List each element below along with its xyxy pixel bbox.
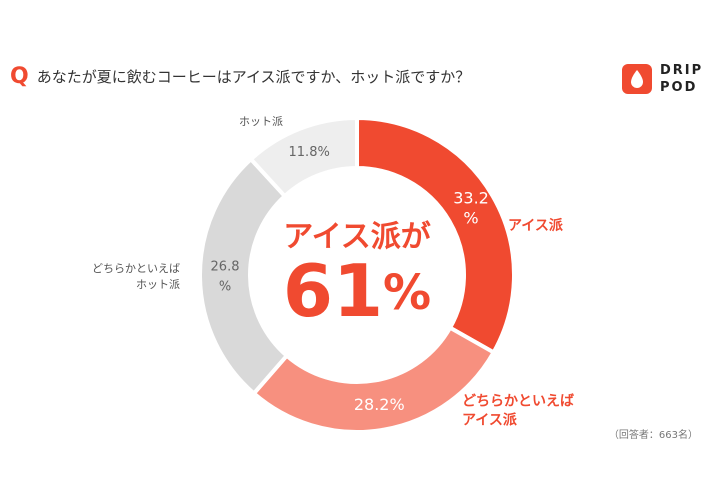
center-headline: アイス派が bbox=[283, 220, 431, 255]
logo-line-1: DRIP bbox=[660, 63, 704, 78]
slice-ice bbox=[355, 115, 516, 356]
value-label-leaning-hot: 26.8% bbox=[211, 259, 240, 294]
chart-title: あなたが夏に飲むコーヒーはアイス派ですか、ホット派ですか？ bbox=[36, 68, 471, 86]
category-label-leaning-ice: どちらかといえばアイス派 bbox=[462, 394, 574, 429]
center-percentage: 61% bbox=[283, 249, 431, 333]
category-label-ice: アイス派 bbox=[508, 218, 564, 234]
logo-line-2: POD bbox=[660, 80, 698, 95]
value-label-leaning-ice: 28.2% bbox=[354, 395, 405, 414]
drip-pod-logo: DRIP POD bbox=[622, 62, 703, 96]
q-mark: Q bbox=[10, 64, 29, 89]
slice-leaning-ice bbox=[251, 324, 497, 434]
value-label-hot: 11.8% bbox=[289, 144, 330, 159]
value-label-ice: 33.2% bbox=[453, 188, 489, 227]
category-label-hot: ホット派 bbox=[239, 115, 283, 128]
slice-leaning-hot bbox=[198, 156, 290, 397]
question-header: Q あなたが夏に飲むコーヒーはアイス派ですか、ホット派ですか？ bbox=[10, 64, 470, 89]
slice-hot bbox=[248, 115, 359, 199]
category-label-leaning-hot: どちらかといえばホット派 bbox=[92, 262, 180, 291]
drop-logo-icon bbox=[622, 64, 652, 94]
respondent-note: （回答者：663名） bbox=[608, 430, 698, 441]
